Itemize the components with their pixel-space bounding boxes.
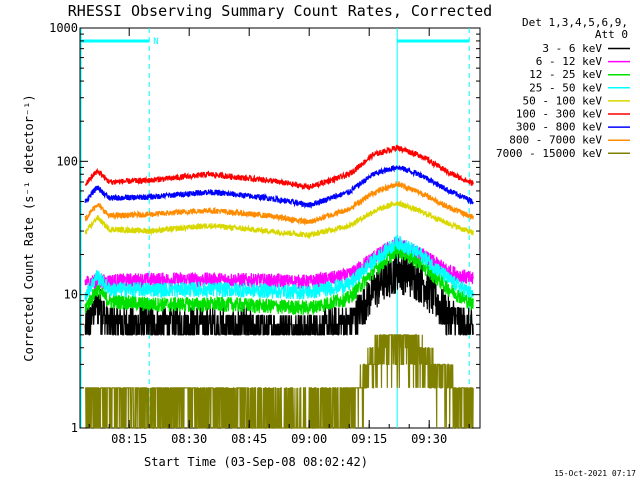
- chart-title: RHESSI Observing Summary Count Rates, Co…: [68, 2, 492, 20]
- x-tick-label: 09:00: [291, 432, 327, 446]
- legend-label: 6 - 12 keV: [536, 55, 603, 68]
- y-axis-label: Corrected Count Rate (s⁻¹ detector⁻¹): [22, 94, 36, 361]
- footer-timestamp: 15-Oct-2021 07:17: [554, 469, 636, 478]
- night-label: N: [153, 37, 158, 47]
- series-line-300-800-kev: [84, 165, 474, 209]
- y-tick-label: 1: [71, 421, 78, 435]
- y-tick-label: 100: [56, 154, 78, 168]
- series-line-25-50-kev: [84, 235, 474, 302]
- x-tick-label: 08:30: [171, 432, 207, 446]
- x-tick-label: 09:30: [411, 432, 447, 446]
- legend-label: 50 - 100 keV: [523, 94, 603, 107]
- y-tick-label: 10: [64, 288, 78, 302]
- series-line-50-100-kev: [84, 199, 474, 240]
- x-tick-label: 09:15: [351, 432, 387, 446]
- x-axis-label: Start Time (03-Sep-08 08:02:42): [144, 455, 368, 469]
- series-line-12-25-kev: [84, 242, 474, 315]
- legend-header-line2: Att 0: [595, 28, 628, 41]
- legend-label: 25 - 50 keV: [529, 81, 602, 94]
- legend-label: 7000 - 15000 keV: [496, 147, 602, 160]
- series-line-100-300-kev: [85, 144, 474, 191]
- series-line-800-7000-kev: [84, 180, 474, 227]
- x-tick-label: 08:15: [111, 432, 147, 446]
- legend-label: 12 - 25 keV: [529, 68, 602, 81]
- legend-label: 300 - 800 keV: [516, 121, 602, 134]
- legend-label: 3 - 6 keV: [542, 42, 602, 55]
- x-tick-label: 08:45: [231, 432, 267, 446]
- series-lines: [84, 144, 474, 429]
- legend-label: 800 - 7000 keV: [509, 134, 602, 147]
- legend-header-line1: Det 1,3,4,5,6,9,: [522, 16, 628, 29]
- series-line-3-6-kev: [84, 252, 474, 336]
- series-line-7000-15000-kev: [85, 334, 474, 429]
- legend-label: 100 - 300 keV: [516, 108, 602, 121]
- axes: 08:15 08:30 08:45 09:00 09:15 09:30 1 10 100 1000: [49, 21, 480, 446]
- y-tick-label: 1000: [49, 21, 78, 35]
